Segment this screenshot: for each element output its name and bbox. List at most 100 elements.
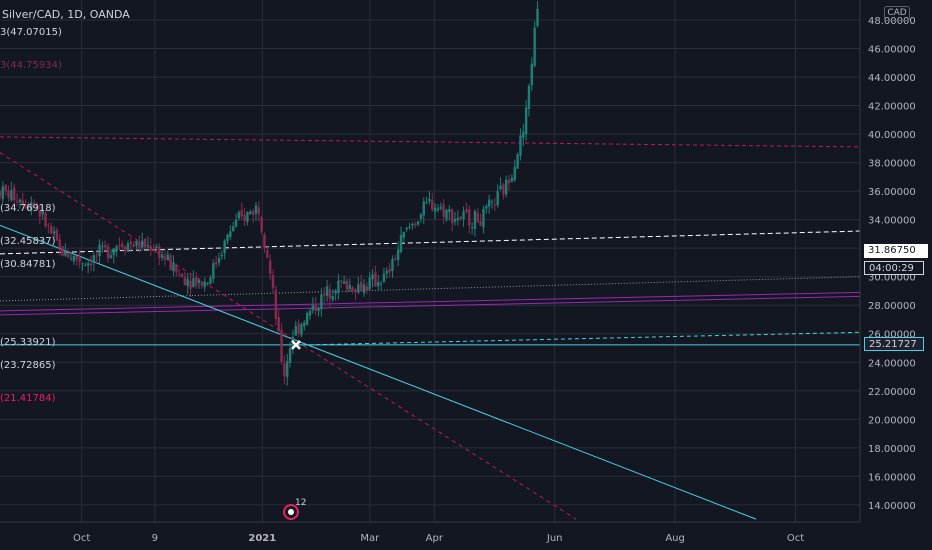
- candle-body: [95, 255, 98, 257]
- candle-body: [379, 283, 383, 285]
- crosshair-x-b: [291, 339, 301, 350]
- candle-body: [203, 282, 206, 288]
- candle-body: [109, 255, 113, 258]
- candle-body: [328, 289, 332, 299]
- candle-body: [189, 280, 192, 289]
- candle-body: [254, 205, 258, 214]
- drawn-dashed-red-horizontal: [0, 136, 861, 148]
- candle-body: [459, 216, 462, 219]
- candle-body: [220, 254, 224, 257]
- candle-body: [359, 281, 363, 292]
- currency-badge[interactable]: CAD: [884, 6, 910, 21]
- candle-body: [209, 277, 212, 284]
- candle-body: [470, 227, 474, 229]
- candle-body: [158, 246, 161, 258]
- candle-body: [10, 190, 13, 201]
- candle-body: [374, 272, 377, 287]
- candle-body: [271, 274, 275, 289]
- price-tick-label: 18.00000: [868, 444, 916, 455]
- candle-body: [115, 246, 118, 252]
- candle-body: [246, 212, 249, 222]
- candle-body: [0, 190, 2, 197]
- candle-body: [84, 265, 87, 267]
- time-tick-label: 2021: [248, 533, 276, 544]
- candle-body: [166, 254, 169, 260]
- candle-body: [519, 135, 522, 156]
- candle-body: [123, 246, 127, 252]
- candle-body: [431, 200, 434, 210]
- price-tick-label: 24.00000: [868, 358, 916, 369]
- chart-grid: [0, 0, 860, 522]
- candle-body: [257, 207, 260, 215]
- candle-body: [1, 186, 5, 200]
- time-tick-label: Aug: [665, 533, 685, 544]
- candle-body: [499, 185, 502, 190]
- candle-body: [536, 8, 539, 26]
- candle-body: [15, 201, 19, 203]
- price-tick-label: 16.00000: [868, 472, 916, 483]
- candle-body: [448, 209, 451, 213]
- candle-body: [135, 240, 138, 246]
- symbol-header[interactable]: Silver/CAD, 1D, OANDA: [2, 8, 130, 21]
- candle-body: [294, 325, 297, 336]
- price-tick-label: 30.00000: [868, 273, 916, 284]
- candle-body: [476, 212, 479, 223]
- candle-body: [473, 211, 477, 229]
- candle-body: [41, 210, 44, 215]
- candle-body: [507, 180, 511, 184]
- candle-body: [348, 285, 352, 290]
- price-tick-label: 22.00000: [868, 387, 916, 398]
- candle-body: [27, 203, 30, 208]
- drawn-red-dashed-diagonal: [0, 152, 577, 520]
- candle-body: [425, 202, 428, 204]
- candle-body: [226, 234, 229, 242]
- candle-body: [311, 305, 315, 311]
- price-tick-label: 40.00000: [868, 130, 916, 141]
- candle-body: [163, 256, 167, 260]
- candle-body: [126, 243, 130, 252]
- earnings-event-icon[interactable]: 12: [282, 498, 306, 522]
- candle-body: [419, 214, 423, 219]
- candle-body: [280, 329, 283, 362]
- current-price-tag: 31.86750: [864, 244, 928, 258]
- candle-body: [72, 255, 76, 262]
- candle-body: [200, 282, 204, 286]
- drawn-magenta-channel: [0, 291, 861, 312]
- candle-body: [4, 184, 7, 192]
- candle-body: [465, 209, 468, 212]
- candle-body: [197, 279, 201, 284]
- candle-body: [334, 290, 337, 294]
- candle-body: [229, 231, 232, 238]
- time-tick-label: Oct: [787, 533, 804, 544]
- candle-body: [251, 210, 255, 215]
- candle-body: [149, 245, 152, 251]
- time-tick-label: Mar: [360, 533, 380, 544]
- candle-body: [52, 231, 56, 234]
- candle-body: [86, 263, 90, 266]
- candle-body: [146, 244, 150, 247]
- drawn-dashed-white: [0, 230, 861, 255]
- candle-body: [502, 184, 505, 195]
- candle-body: [345, 280, 349, 290]
- drawn-teal-dashed: [294, 331, 861, 346]
- candle-body: [325, 286, 329, 296]
- candle-body: [362, 284, 366, 294]
- price-tick-label: 36.00000: [868, 187, 916, 198]
- candle-body: [303, 322, 306, 327]
- candle-body: [300, 324, 303, 336]
- candle-body: [263, 234, 266, 248]
- candle-body: [288, 348, 292, 363]
- candle-body: [436, 208, 440, 211]
- candle-body: [357, 284, 360, 293]
- candle-body: [323, 293, 326, 296]
- candle-body: [75, 255, 78, 260]
- candle-body: [274, 290, 278, 319]
- candle-body: [391, 258, 394, 271]
- candle-body: [522, 131, 525, 138]
- price-tick-label: 28.00000: [868, 301, 916, 312]
- candle-body: [411, 224, 414, 226]
- candle-body: [505, 179, 508, 195]
- level-label: (23.72865): [0, 360, 56, 372]
- candle-body: [206, 282, 209, 285]
